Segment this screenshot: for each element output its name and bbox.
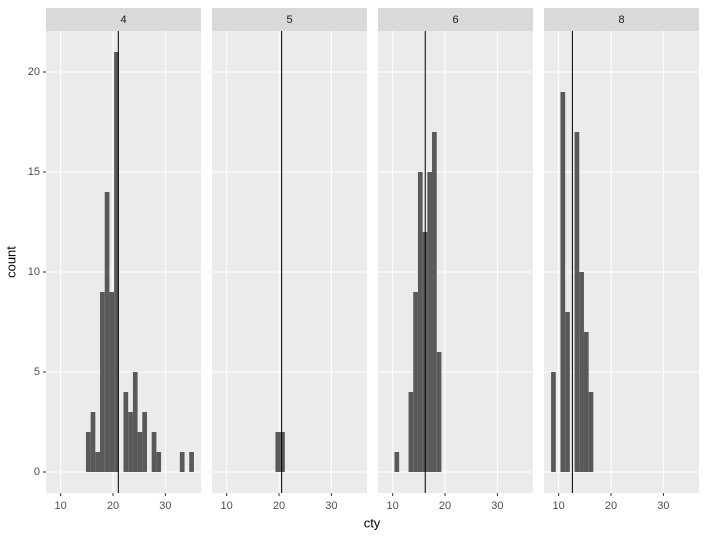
bar bbox=[565, 312, 570, 472]
bar bbox=[179, 452, 185, 472]
strip-background bbox=[212, 8, 367, 31]
x-tick-label: 20 bbox=[273, 500, 285, 512]
panel-background bbox=[378, 31, 533, 493]
bar bbox=[137, 432, 143, 472]
bar bbox=[417, 172, 423, 472]
bar bbox=[427, 172, 433, 472]
bar bbox=[551, 372, 556, 472]
y-tick-label: 20 bbox=[28, 66, 40, 78]
x-tick-label: 10 bbox=[553, 500, 565, 512]
bar bbox=[574, 132, 580, 472]
bar bbox=[100, 292, 105, 472]
x-tick-label: 10 bbox=[221, 500, 233, 512]
x-tick-label: 30 bbox=[657, 500, 669, 512]
x-tick-label: 20 bbox=[439, 500, 451, 512]
bar bbox=[95, 452, 101, 472]
bar bbox=[560, 92, 566, 472]
x-tick-label: 20 bbox=[605, 500, 617, 512]
bar bbox=[109, 292, 115, 472]
bar bbox=[280, 432, 285, 472]
bar bbox=[104, 192, 110, 472]
strip-background bbox=[378, 8, 533, 31]
x-tick-label: 20 bbox=[107, 500, 119, 512]
bar bbox=[114, 52, 119, 472]
strip-background bbox=[46, 8, 201, 31]
bar bbox=[275, 432, 281, 472]
bar bbox=[436, 352, 442, 472]
strip-label: 4 bbox=[120, 14, 126, 26]
strip-label: 5 bbox=[286, 14, 292, 26]
bar bbox=[142, 412, 147, 472]
x-tick-label: 10 bbox=[387, 500, 399, 512]
strip-label: 8 bbox=[618, 14, 624, 26]
bar bbox=[579, 272, 584, 472]
bar bbox=[583, 332, 589, 472]
x-tick-label: 30 bbox=[159, 500, 171, 512]
bar bbox=[189, 452, 194, 472]
bar bbox=[408, 392, 414, 472]
y-axis-title: count bbox=[3, 246, 18, 278]
x-axis-title: cty bbox=[364, 515, 381, 530]
bar bbox=[394, 452, 400, 472]
bar bbox=[128, 412, 133, 472]
bar bbox=[85, 432, 91, 472]
bar bbox=[123, 392, 129, 472]
y-tick-label: 0 bbox=[34, 466, 40, 478]
x-tick-label: 30 bbox=[325, 500, 337, 512]
strip-background bbox=[544, 8, 699, 31]
bar bbox=[588, 392, 594, 472]
panel-background bbox=[212, 31, 367, 493]
bar bbox=[413, 292, 418, 472]
y-tick-label: 10 bbox=[28, 266, 40, 278]
strip-label: 6 bbox=[452, 14, 458, 26]
bar bbox=[156, 452, 162, 472]
x-tick-label: 10 bbox=[55, 500, 67, 512]
y-tick-label: 15 bbox=[28, 166, 40, 178]
bar bbox=[90, 412, 96, 472]
bar bbox=[132, 372, 138, 472]
bar bbox=[151, 432, 157, 472]
bar bbox=[432, 132, 437, 472]
y-tick-label: 5 bbox=[34, 366, 40, 378]
x-tick-label: 30 bbox=[491, 500, 503, 512]
panel-background bbox=[46, 31, 201, 493]
